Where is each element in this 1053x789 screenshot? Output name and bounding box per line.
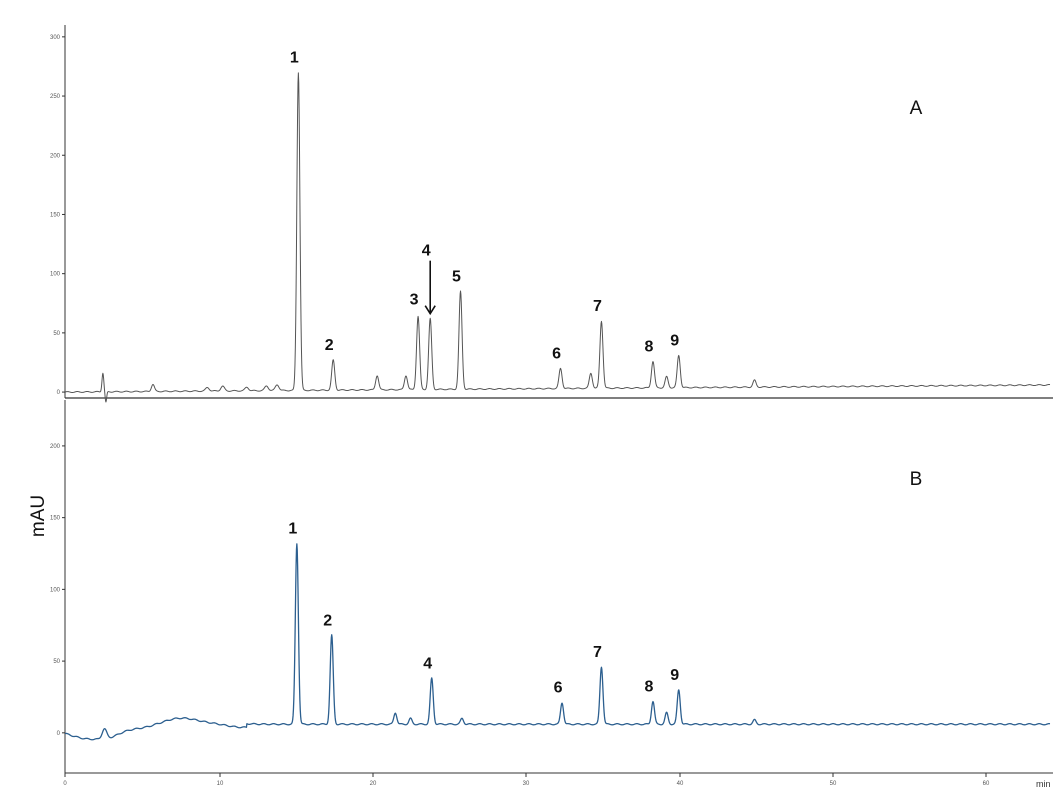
trace-B [64, 543, 1051, 741]
x-tick-label-0: 0 [63, 781, 67, 787]
peak-label-B-7: 7 [593, 644, 602, 661]
peak-label-B-6: 6 [554, 680, 563, 697]
trace-A [64, 72, 1051, 403]
peak-label-A-1: 1 [290, 49, 299, 66]
x-tick-label-5: 50 [830, 781, 837, 787]
y-tick-label-A-1: 50 [53, 331, 60, 337]
y-tick-label-B-3: 150 [50, 516, 61, 522]
panel-label-A: A [910, 98, 923, 119]
peak-label-A-2: 2 [325, 337, 334, 354]
peak-label-A-9: 9 [670, 332, 679, 349]
y-axis-label: mAU [28, 495, 49, 537]
peak-label-A-6: 6 [552, 345, 561, 362]
peak-arrow-head-A-4 [424, 305, 436, 316]
y-tick-label-B-0: 0 [57, 731, 61, 737]
peak-label-B-8: 8 [645, 678, 654, 695]
y-tick-label-A-0: 0 [57, 390, 61, 396]
x-axis-unit-label: min [1036, 779, 1051, 789]
y-tick-label-A-4: 200 [50, 153, 61, 159]
x-tick-label-2: 20 [370, 781, 377, 787]
panel-label-B: B [910, 469, 923, 490]
x-tick-label-1: 10 [217, 781, 224, 787]
y-tick-label-A-3: 150 [50, 212, 61, 218]
traces-layer [64, 72, 1051, 741]
x-tick-label-3: 30 [523, 781, 530, 787]
peak-label-B-1: 1 [288, 520, 297, 537]
x-tick-label-6: 60 [983, 781, 990, 787]
x-tick-label-4: 40 [677, 781, 684, 787]
peak-label-A-8: 8 [645, 338, 654, 355]
y-tick-label-A-2: 100 [50, 272, 61, 278]
peak-label-B-2: 2 [323, 612, 332, 629]
peak-label-B-9: 9 [670, 667, 679, 684]
peak-label-B-4: 4 [423, 655, 432, 672]
y-tick-label-B-1: 50 [53, 659, 60, 665]
peak-label-A-5: 5 [452, 268, 461, 285]
y-tick-label-B-2: 100 [50, 587, 61, 593]
y-tick-label-A-6: 300 [50, 35, 61, 41]
y-tick-label-A-5: 250 [50, 94, 61, 100]
y-tick-label-B-4: 200 [50, 444, 61, 450]
peak-label-A-7: 7 [593, 298, 602, 315]
peak-label-A-4: 4 [422, 243, 431, 260]
peak-label-A-3: 3 [410, 291, 419, 308]
